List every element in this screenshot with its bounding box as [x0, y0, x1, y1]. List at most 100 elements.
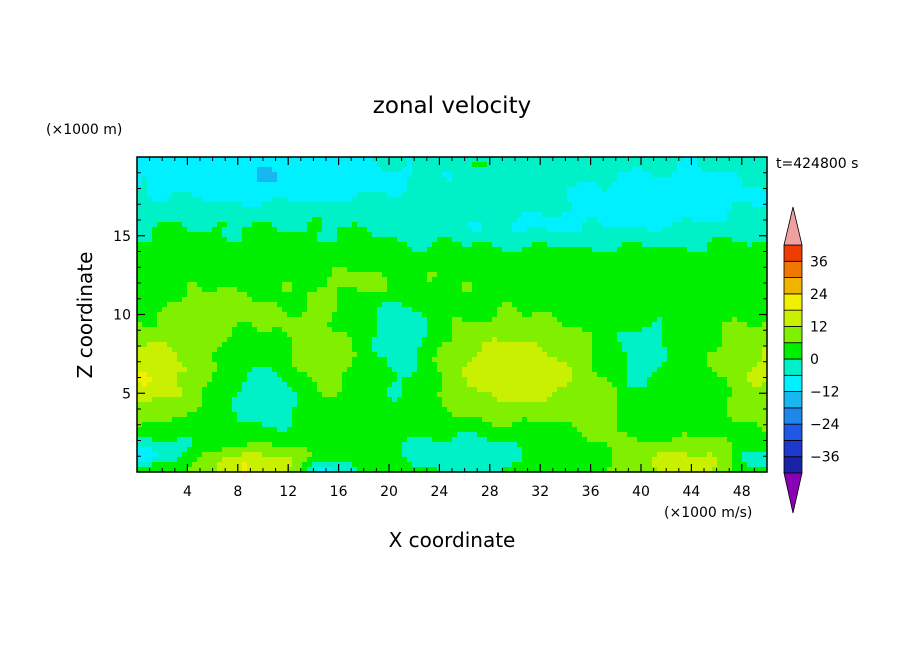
field-cell — [472, 197, 478, 203]
field-cell — [287, 267, 293, 273]
field-cell — [337, 212, 343, 218]
field-cell — [607, 327, 613, 333]
field-cell — [612, 227, 618, 233]
field-cell — [237, 162, 243, 168]
field-cell — [652, 162, 658, 168]
field-cell — [327, 287, 333, 293]
field-cell — [407, 252, 413, 258]
field-cell — [587, 242, 593, 248]
field-cell — [487, 252, 493, 258]
field-cell — [547, 247, 553, 253]
field-cell — [267, 297, 273, 303]
field-cell — [657, 237, 663, 243]
field-cell — [137, 162, 143, 168]
field-cell — [372, 272, 378, 278]
field-cell — [552, 267, 558, 273]
field-cell — [682, 157, 688, 163]
field-cell — [217, 337, 223, 343]
field-cell — [277, 267, 283, 273]
field-cell — [412, 232, 418, 238]
field-cell — [472, 337, 478, 343]
field-cell — [722, 182, 728, 188]
field-cell — [312, 162, 318, 168]
field-cell — [582, 167, 588, 173]
field-cell — [382, 242, 388, 248]
field-cell — [712, 192, 718, 198]
field-cell — [282, 177, 288, 183]
field-cell — [712, 237, 718, 243]
field-cell — [207, 272, 213, 278]
field-cell — [232, 167, 238, 173]
field-cell — [472, 347, 478, 353]
field-cell — [157, 167, 163, 173]
field-cell — [347, 177, 353, 183]
field-cell — [347, 182, 353, 188]
field-cell — [412, 337, 418, 343]
field-cell — [352, 307, 358, 313]
field-cell — [717, 187, 723, 193]
field-cell — [222, 317, 228, 323]
field-cell — [382, 237, 388, 243]
field-cell — [567, 197, 573, 203]
field-cell — [532, 287, 538, 293]
field-cell — [207, 252, 213, 258]
field-cell — [677, 342, 683, 348]
field-cell — [662, 317, 668, 323]
field-cell — [382, 162, 388, 168]
field-cell — [467, 322, 473, 328]
field-cell — [247, 292, 253, 298]
field-cell — [732, 172, 738, 178]
field-cell — [752, 232, 758, 238]
field-cell — [362, 177, 368, 183]
field-cell — [137, 337, 143, 343]
field-cell — [527, 307, 533, 313]
field-cell — [712, 342, 718, 348]
field-cell — [447, 317, 453, 323]
field-cell — [407, 347, 413, 353]
field-cell — [702, 237, 708, 243]
field-cell — [617, 172, 623, 178]
field-cell — [272, 162, 278, 168]
field-cell — [377, 157, 383, 163]
field-cell — [367, 267, 373, 273]
field-cell — [142, 247, 148, 253]
field-cell — [557, 197, 563, 203]
field-cell — [422, 182, 428, 188]
field-cell — [212, 332, 218, 338]
field-cell — [482, 187, 488, 193]
field-cell — [162, 307, 168, 313]
field-cell — [152, 192, 158, 198]
field-cell — [537, 252, 543, 258]
field-cell — [177, 342, 183, 348]
field-cell — [462, 237, 468, 243]
field-cell — [582, 287, 588, 293]
field-cell — [152, 282, 158, 288]
field-cell — [687, 202, 693, 208]
field-cell — [392, 337, 398, 343]
field-cell — [307, 297, 313, 303]
field-cell — [202, 262, 208, 268]
field-cell — [747, 247, 753, 253]
field-cell — [402, 217, 408, 223]
field-cell — [232, 192, 238, 198]
field-cell — [292, 212, 298, 218]
field-cell — [332, 167, 338, 173]
field-cell — [672, 342, 678, 348]
field-cell — [152, 302, 158, 308]
field-cell — [402, 347, 408, 353]
field-cell — [252, 187, 258, 193]
field-cell — [607, 182, 613, 188]
field-cell — [732, 282, 738, 288]
field-cell — [732, 167, 738, 173]
field-cell — [332, 242, 338, 248]
field-cell — [242, 257, 248, 263]
field-cell — [257, 232, 263, 238]
field-cell — [217, 287, 223, 293]
field-cell — [657, 197, 663, 203]
field-cell — [727, 332, 733, 338]
field-cell — [362, 207, 368, 213]
field-cell — [197, 227, 203, 233]
field-cell — [227, 177, 233, 183]
field-cell — [657, 302, 663, 308]
field-cell — [392, 237, 398, 243]
